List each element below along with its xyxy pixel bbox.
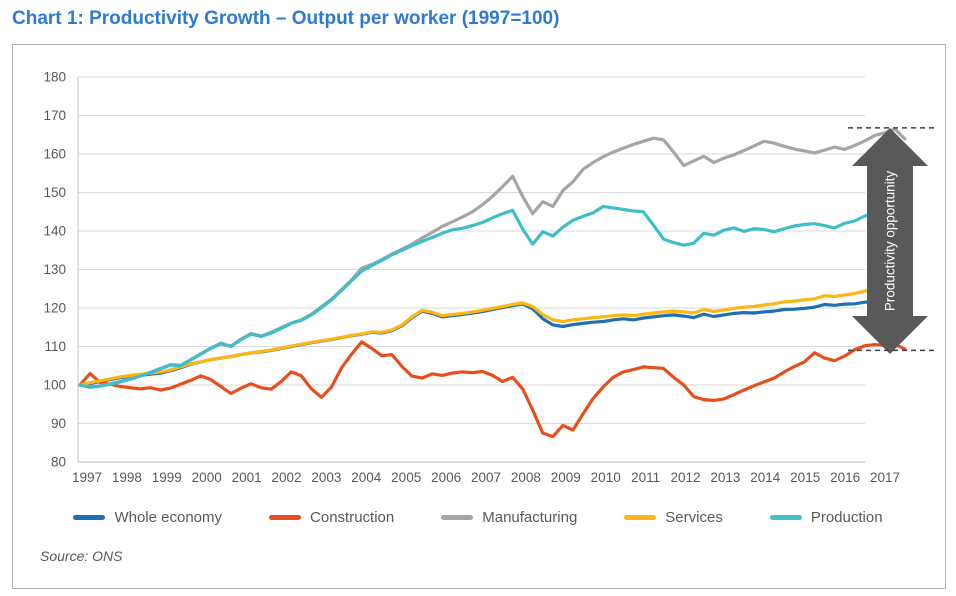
legend-item-production: Production [769,509,883,526]
production-swatch-icon [769,515,802,520]
chart-legend: Whole economy Construction Manufacturing… [12,509,944,526]
chart-title: Chart 1: Productivity Growth – Output pe… [12,8,560,29]
legend-label: Production [810,509,883,526]
whole-economy-swatch-icon [73,515,106,520]
source-note: Source: ONS [40,548,123,564]
construction-swatch-icon [269,515,302,520]
legend-label: Services [665,509,723,526]
legend-label: Manufacturing [482,509,578,526]
legend-item-services: Services [624,509,723,526]
chart-panel [12,44,946,589]
legend-label: Construction [310,509,395,526]
legend-label: Whole economy [114,509,223,526]
legend-item-manufacturing: Manufacturing [441,509,577,526]
legend-item-construction: Construction [269,509,394,526]
services-swatch-icon [624,515,657,520]
legend-item-whole-economy: Whole economy [73,509,222,526]
manufacturing-swatch-icon [441,515,474,520]
